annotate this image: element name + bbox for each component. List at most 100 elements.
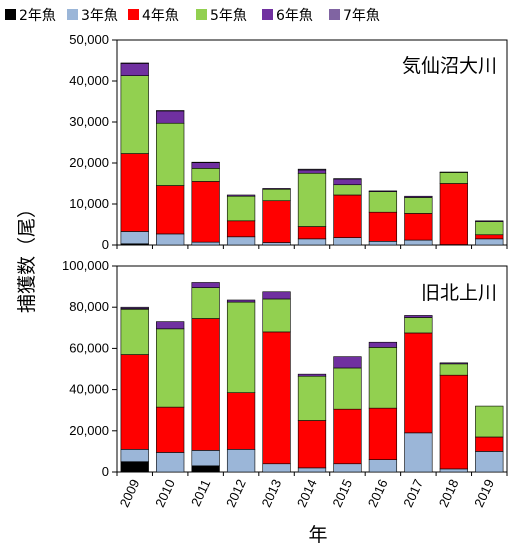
bar-segment-2019-1: [475, 451, 504, 473]
bar-segment-2010-4: [156, 110, 185, 124]
bar-segment-2013-2: [262, 200, 291, 243]
bar-segment-2017-2: [404, 332, 433, 434]
y-tick-label: 0: [102, 237, 109, 252]
x-tick-label: 2015: [329, 477, 355, 510]
bar-segment-2011-2: [191, 181, 220, 243]
bar-segment-2015-2: [333, 408, 362, 465]
bar-segment-2014-4: [297, 373, 327, 377]
bar-segment-2013-2: [262, 331, 291, 465]
bar-segment-2016-1: [368, 241, 398, 246]
bar-segment-2014-2: [297, 226, 327, 240]
y-tick-label: 20,000: [69, 423, 109, 438]
bar-segment-2014-1: [297, 467, 327, 473]
legend-label-1: 3年魚: [81, 8, 118, 24]
bar-segment-2017-2: [404, 213, 433, 241]
bar-segment-2016-2: [368, 211, 398, 242]
legend-swatch-5: [329, 9, 340, 20]
y-tick-label: 80,000: [69, 299, 109, 314]
legend-label-3: 5年魚: [210, 8, 247, 24]
bar-segment-2013-4: [262, 291, 291, 300]
bar-segment-2010-3: [156, 328, 185, 408]
bar-segment-2011-1: [191, 241, 220, 246]
x-tick-label: 2017: [400, 477, 426, 510]
bar-segment-2018-3: [439, 363, 468, 376]
bar-segment-2016-3: [368, 347, 398, 409]
y-tick-label: 60,000: [69, 340, 109, 355]
bar-segment-2012-3: [226, 301, 256, 393]
bar-segment-2015-2: [333, 194, 362, 238]
bar-segment-2018-1: [439, 468, 468, 473]
bar-segment-2009-3: [120, 75, 149, 154]
legend-swatch-0: [5, 9, 16, 20]
bar-segment-2016-3: [368, 191, 398, 213]
legend-swatch-1: [67, 9, 78, 20]
y-tick-label: 50,000: [69, 32, 109, 47]
x-tick-label: 2012: [223, 477, 249, 510]
x-tick-label: 2014: [294, 477, 320, 510]
bar-segment-2018-3: [439, 172, 468, 184]
bar-segment-2015-3: [333, 184, 362, 196]
bar-segment-2010-1: [156, 233, 185, 246]
bar-segment-2011-3: [191, 287, 220, 319]
bar-segment-2017-4: [404, 315, 433, 318]
bar-segment-2009-2: [120, 354, 149, 450]
bar-segment-2014-2: [297, 420, 327, 469]
bar-segment-2011-4: [191, 162, 220, 169]
bar-segment-2012-1: [226, 236, 256, 246]
y-tick-label: 10,000: [69, 196, 109, 211]
x-tick-label: 2013: [258, 477, 284, 510]
bar-segment-2009-1: [120, 231, 149, 245]
bar-segment-2017-1: [404, 239, 433, 246]
bar-segment-2012-4: [226, 299, 256, 303]
bar-segment-2019-3: [475, 405, 504, 438]
y-tick-label: 30,000: [69, 114, 109, 129]
bar-segment-2015-1: [333, 237, 362, 246]
panel-title: 気仙沼大川: [402, 55, 497, 77]
bar-segment-2009-0: [120, 461, 149, 473]
bar-segment-2011-2: [191, 318, 220, 451]
bar-segment-2018-4: [439, 362, 468, 365]
bar-segment-2013-4: [262, 188, 291, 190]
legend-swatch-2: [128, 9, 139, 20]
bar-segment-2010-2: [156, 185, 185, 235]
bar-segment-2012-3: [226, 195, 256, 222]
bar-segment-2010-3: [156, 122, 185, 186]
bar-segment-2014-3: [297, 172, 327, 227]
bar-segment-2018-2: [439, 374, 468, 470]
x-tick-label: 2010: [152, 477, 178, 510]
bar-segment-2014-5: [297, 168, 327, 171]
bar-segment-2016-4: [368, 341, 398, 348]
bar-segment-2016-1: [368, 459, 398, 473]
bar-segment-2015-4: [333, 356, 362, 369]
bar-segment-2017-3: [404, 197, 433, 214]
panel-title: 旧北上川: [421, 282, 497, 304]
x-tick-label: 2011: [188, 477, 213, 509]
x-tick-label: 2009: [117, 477, 143, 510]
y-axis-title: 捕獲数（尾）: [16, 199, 38, 313]
bar-segment-2011-4: [191, 282, 220, 288]
y-tick-label: 0: [102, 464, 109, 479]
bar-segment-2009-3: [120, 308, 149, 355]
bar-segment-2019-4: [475, 220, 504, 222]
bar-segment-2017-1: [404, 432, 433, 473]
bar-segment-2012-2: [226, 392, 256, 450]
bar-segment-2016-2: [368, 407, 398, 460]
bar-segment-2018-2: [439, 183, 468, 245]
bar-segment-2011-0: [191, 465, 220, 473]
bar-segment-2015-3: [333, 367, 362, 410]
panel-kesennuma: 0 10,000 20,000 30,000 40,000 50,000 気仙沼大川: [69, 32, 508, 252]
x-tick-label: 2019: [471, 477, 497, 510]
bar-segment-2010-1: [156, 452, 185, 473]
bar-segment-2010-2: [156, 406, 185, 453]
bar-segment-2010-4: [156, 321, 185, 330]
bar-segment-2017-4: [404, 195, 433, 198]
bar-segment-2019-2: [475, 436, 504, 452]
x-tick-label: 2018: [436, 477, 462, 510]
y-tick-label: 40,000: [69, 382, 109, 397]
bar-segment-2019-3: [475, 221, 504, 236]
bar-segment-2011-3: [191, 168, 220, 182]
bar-segment-2009-2: [120, 153, 149, 232]
legend-label-5: 7年魚: [343, 8, 380, 24]
bar-segment-2009-1: [120, 449, 149, 462]
bar-segment-2009-4: [120, 63, 149, 76]
